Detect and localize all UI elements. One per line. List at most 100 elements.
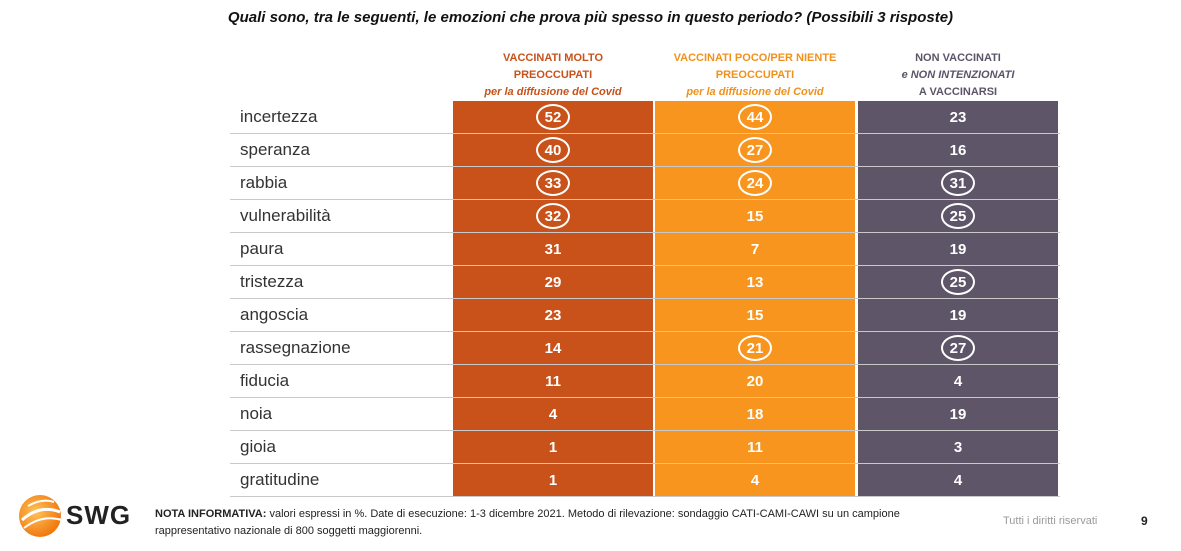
table-row: vulnerabilità 32 15 25 [230,200,1060,233]
table-cell: 4 [858,464,1058,496]
table-cell: 19 [858,233,1058,265]
highlighted-value: 25 [941,269,975,295]
table-cell: 19 [858,299,1058,331]
table-cell: 31 [858,167,1058,199]
table-cell: 15 [655,200,855,232]
table-cell: 44 [655,101,855,133]
table-cell: 52 [453,101,653,133]
cell-value: 1 [548,471,558,489]
table-cell: 3 [858,431,1058,463]
cell-value: 19 [949,240,967,258]
table-cell: 40 [453,134,653,166]
cell-value: 4 [953,471,963,489]
table-cell: 14 [453,332,653,364]
cell-value: 4 [953,372,963,390]
methodology-note: NOTA INFORMATIVA: valori espressi in %. … [155,506,955,540]
table-cell: 4 [453,398,653,430]
table-cell: 23 [858,101,1058,133]
column-header-vaccinated-not-worried: VACCINATI POCO/PER NIENTE PREOCCUPATI pe… [655,50,855,101]
table-row: gratitudine 1 4 4 [230,464,1060,497]
row-label: tristezza [240,272,304,291]
table-cell: 31 [453,233,653,265]
table-row: speranza 40 27 16 [230,134,1060,167]
table-cell: 1 [453,431,653,463]
table-row: rabbia 33 24 31 [230,167,1060,200]
column-header-vaccinated-worried: VACCINATI MOLTO PREOCCUPATI per la diffu… [453,50,653,101]
highlighted-value: 27 [941,335,975,361]
table-cell: 27 [858,332,1058,364]
row-label: speranza [240,140,310,159]
row-label: noia [240,404,273,423]
table-cell: 4 [655,464,855,496]
row-label: incertezza [240,107,318,126]
chart-title: Quali sono, tra le seguenti, le emozioni… [227,9,954,26]
cell-value: 15 [746,207,764,225]
row-label: angoscia [240,305,309,324]
highlighted-value: 33 [536,170,570,196]
cell-value: 3 [953,438,963,456]
cell-value: 15 [746,306,764,324]
column-header-line1: NON VACCINATI [915,52,1001,64]
column-header-line2: PREOCCUPATI [513,69,593,81]
swg-logo-icon [19,495,63,537]
cell-value: 4 [750,471,760,489]
table-cell: 32 [453,200,653,232]
cell-value: 14 [544,339,562,357]
row-label: fiducia [240,371,290,390]
table-cell: 33 [453,167,653,199]
highlighted-value: 27 [738,137,772,163]
cell-value: 31 [544,240,562,258]
table-cell: 24 [655,167,855,199]
row-label: rassegnazione [240,338,351,357]
cell-value: 23 [949,108,967,126]
table-cell: 15 [655,299,855,331]
table-cell: 20 [655,365,855,397]
column-header-line1: VACCINATI POCO/PER NIENTE [673,52,837,64]
table-row: gioia 1 11 3 [230,431,1060,464]
column-header-line2: e NON INTENZIONATI [901,69,1015,81]
note-text: valori espressi in %. Date di esecuzione… [155,508,900,537]
row-label: vulnerabilità [240,206,331,225]
table-row: angoscia 23 15 19 [230,299,1060,332]
cell-value: 7 [750,240,760,258]
emotions-table: incertezza 52 44 23 speranza 40 27 16 rabbia 33 24… [230,101,1060,497]
table-row: rassegnazione 14 21 27 [230,332,1060,365]
cell-value: 19 [949,306,967,324]
table-cell: 19 [858,398,1058,430]
table-cell: 7 [655,233,855,265]
row-label: gratitudine [240,470,320,489]
row-label: rabbia [240,173,288,192]
cell-value: 1 [548,438,558,456]
highlighted-value: 24 [738,170,772,196]
table-cell: 11 [453,365,653,397]
cell-value: 23 [544,306,562,324]
highlighted-value: 25 [941,203,975,229]
table-row: tristezza 29 13 25 [230,266,1060,299]
highlighted-value: 40 [536,137,570,163]
column-header-line3: A VACCINARSI [918,86,998,98]
cell-value: 4 [548,405,558,423]
rights-reserved: Tutti i diritti riservati [1003,515,1098,527]
table-row: noia 4 18 19 [230,398,1060,431]
highlighted-value: 44 [738,104,772,130]
cell-value: 13 [746,273,764,291]
cell-value: 16 [949,141,967,159]
table-cell: 16 [858,134,1058,166]
highlighted-value: 52 [536,104,570,130]
table-cell: 4 [858,365,1058,397]
cell-value: 18 [746,405,764,423]
table-cell: 23 [453,299,653,331]
cell-value: 11 [545,372,561,390]
cell-value: 29 [544,273,562,291]
highlighted-value: 21 [738,335,772,361]
row-label: gioia [240,437,276,456]
page-number: 9 [1141,514,1148,528]
column-header-line3: per la diffusione del Covid [686,86,824,98]
table-cell: 25 [858,266,1058,298]
highlighted-value: 31 [941,170,975,196]
table-cell: 13 [655,266,855,298]
table-cell: 21 [655,332,855,364]
table-cell: 1 [453,464,653,496]
table-cell: 18 [655,398,855,430]
column-header-not-vaccinated: NON VACCINATI e NON INTENZIONATI A VACCI… [858,50,1058,101]
